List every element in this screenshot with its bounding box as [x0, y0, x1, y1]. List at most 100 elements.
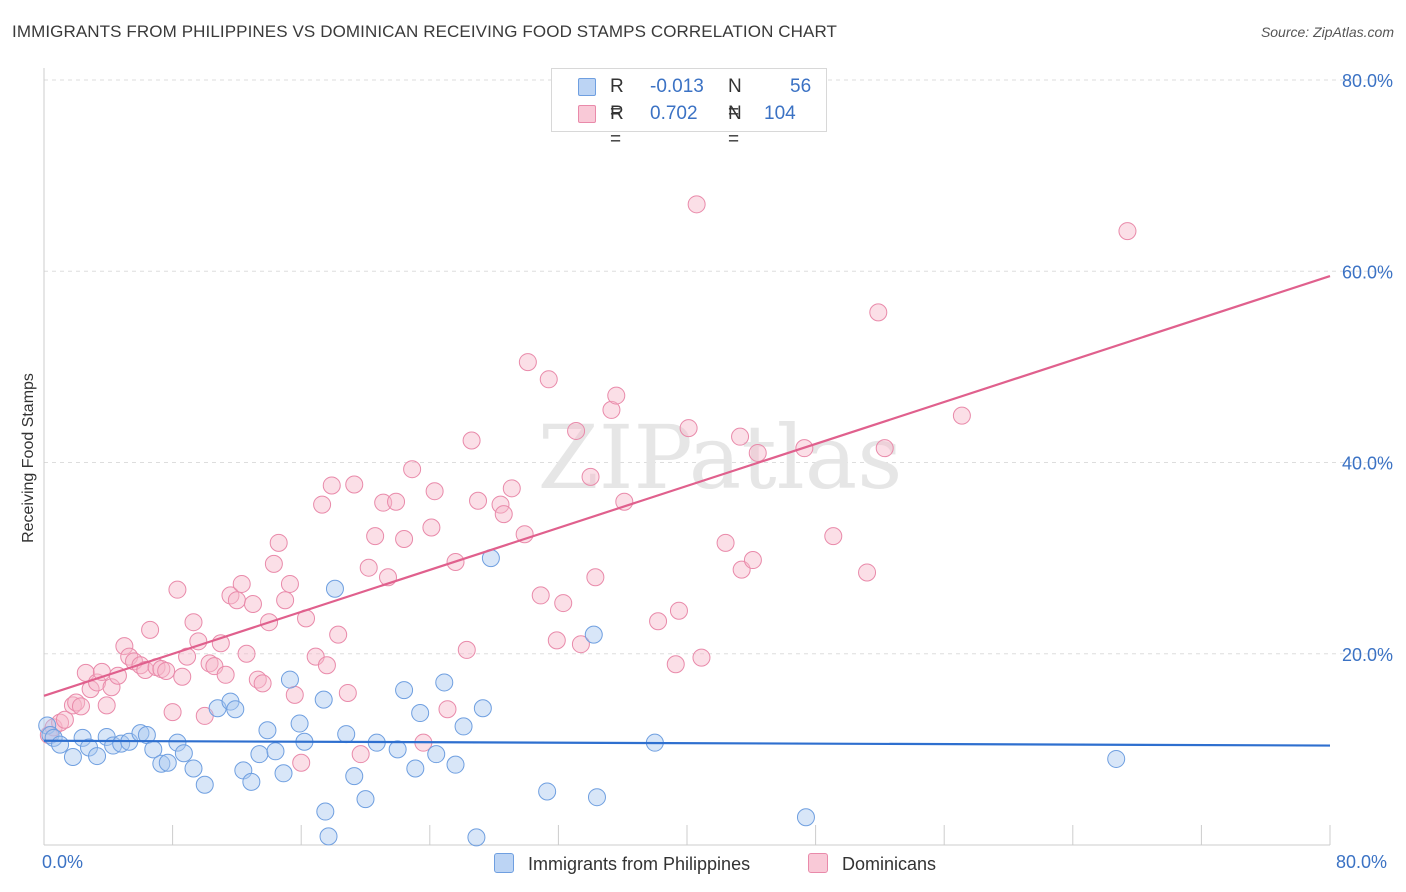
source-label: Source: ZipAtlas.com [1260, 24, 1394, 40]
dominicans-point [351, 745, 370, 764]
philippines-point [195, 775, 214, 794]
dominicans-point [518, 353, 537, 372]
dominicans-point [184, 613, 203, 632]
dominicans-point [115, 637, 134, 656]
philippines-point [63, 748, 82, 767]
dominicans-point [494, 505, 513, 524]
dominicans-point [743, 551, 762, 570]
philippines-point [319, 827, 338, 846]
dominicans-point [554, 594, 573, 613]
philippines-point [316, 802, 335, 821]
dominicans-point [731, 427, 750, 446]
y-tick-label: 40.0% [1342, 454, 1393, 474]
dominicans-point [387, 492, 406, 511]
dominicans-point [232, 574, 251, 593]
philippines-point [1107, 749, 1126, 768]
dominicans-point [168, 580, 187, 599]
dominicans-points [39, 195, 1137, 772]
dominicans-point [136, 661, 155, 680]
philippines-point [454, 717, 473, 736]
dominicans-swatch [578, 105, 596, 123]
dominicans-point [374, 493, 393, 512]
dominicans-point [547, 631, 566, 650]
dominicans-point [366, 527, 385, 546]
y-tick-label: 60.0% [1342, 262, 1393, 282]
philippines-point [435, 673, 454, 692]
dominicans-point [253, 674, 272, 693]
philippines-point [266, 742, 285, 761]
philippines-legend-label: Immigrants from Philippines [528, 854, 751, 874]
philippines-swatch [578, 78, 596, 96]
dominicans-point [567, 421, 586, 440]
dominicans-point [571, 635, 590, 654]
philippines-point [51, 735, 70, 754]
y-tick-label: 20.0% [1342, 645, 1393, 665]
legend-r-value: 0.702 [650, 103, 698, 124]
dominicans-point [824, 527, 843, 546]
legend-r-value: -0.013 [650, 76, 704, 97]
philippines-point [356, 790, 375, 809]
dominicans-point [649, 612, 668, 631]
dominicans-point [108, 666, 127, 685]
philippines-point [152, 754, 171, 773]
dominicans-point [858, 563, 877, 582]
dominicans-point [491, 495, 510, 514]
dominicans-point [669, 601, 688, 620]
legend-n-value: 104 [764, 103, 796, 124]
y-tick-labels: 20.0% 40.0% 60.0% 80.0% [1342, 71, 1393, 665]
philippines-point [290, 714, 309, 733]
dominicans-point [679, 419, 698, 438]
philippines-point [337, 725, 356, 744]
dominicans-point [359, 558, 378, 577]
dominicans-point [1118, 222, 1137, 241]
dominicans-point [425, 482, 444, 501]
philippines-point [174, 744, 193, 763]
philippines-point [796, 808, 815, 827]
philippines-point [258, 721, 277, 740]
dominicans-point [141, 620, 160, 639]
philippines-point [274, 764, 293, 783]
philippines-point [280, 670, 299, 689]
philippines-point [427, 745, 446, 764]
dominicans-trend-line [43, 274, 1331, 697]
philippines-point [168, 733, 187, 752]
dominicans-point [338, 683, 357, 702]
dominicans-point [438, 700, 457, 719]
dominicans-point [276, 591, 295, 610]
dominicans-point [952, 406, 971, 425]
legend-r-label: R = [610, 103, 624, 150]
philippines-legend-swatch [494, 853, 514, 873]
dominicans-point [173, 667, 192, 686]
chart-title: IMMIGRANTS FROM PHILIPPINES VS DOMINICAN… [12, 22, 838, 41]
dominicans-point [581, 467, 600, 486]
philippines-point [388, 740, 407, 759]
dominicans-point [269, 533, 288, 552]
philippines-point [467, 828, 486, 847]
correlation-legend: R = -0.013 N = 56 R = 0.702 N = 104 [551, 68, 827, 150]
dominicans-point [163, 703, 182, 722]
dominicans-point [607, 386, 626, 405]
dominicans-point [189, 632, 208, 651]
philippines-point [88, 747, 107, 766]
dominicans-point [243, 595, 262, 614]
dominicans-point [237, 644, 256, 663]
dominicans-point [462, 431, 481, 450]
philippines-point [538, 782, 557, 801]
philippines-point [184, 759, 203, 778]
axes [43, 68, 1331, 846]
dominicans-point [422, 518, 441, 537]
dominicans-point [457, 640, 476, 659]
dominicans-point [602, 400, 621, 419]
dominicans-point [692, 648, 711, 667]
dominicans-point [539, 370, 558, 389]
philippines-point [395, 681, 414, 700]
philippines-point [158, 753, 177, 772]
dominicans-point [875, 439, 894, 458]
philippines-point [473, 699, 492, 718]
dominicans-point [687, 195, 706, 214]
dominicans-point [502, 479, 521, 498]
legend-n-label: N = [728, 103, 742, 150]
dominicans-point [716, 533, 735, 552]
dominicans-point [469, 491, 488, 510]
dominicans-point [345, 475, 364, 494]
